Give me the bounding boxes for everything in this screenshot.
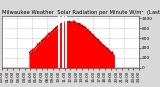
Text: Milwaukee Weather  Solar Radiation per Minute W/m²  (Last 24 Hours): Milwaukee Weather Solar Radiation per Mi… — [2, 10, 160, 15]
